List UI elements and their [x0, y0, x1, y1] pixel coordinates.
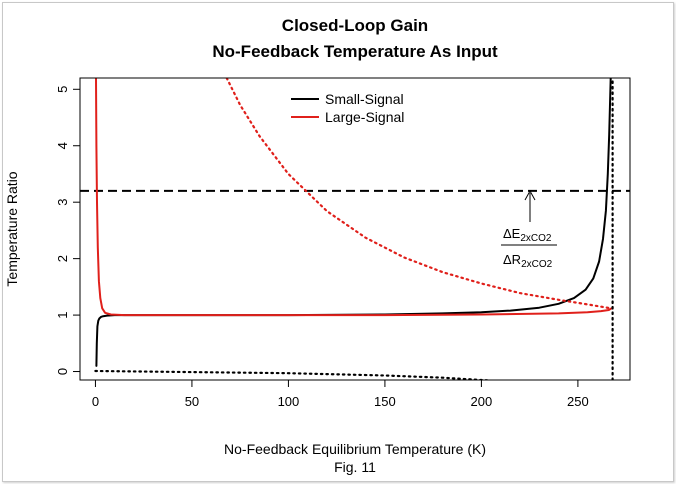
- delta-ratio-annotation: ΔE2xCO2 ΔR2xCO2: [501, 189, 557, 270]
- y-tick-label: 1: [55, 311, 70, 318]
- x-tick-label: 200: [471, 394, 493, 409]
- annotation-numerator: ΔE2xCO2: [503, 226, 552, 244]
- axes-ticks: 0 50 100 150 200 250 0 1 2 3 4 5: [55, 86, 589, 409]
- legend: Small-Signal Large-Signal: [291, 91, 404, 125]
- series-small-signal: [95, 78, 612, 367]
- y-tick-label: 0: [55, 368, 70, 375]
- series-large-signal-dotted: [225, 78, 612, 310]
- plot-box: [79, 77, 631, 381]
- y-tick-label: 2: [55, 255, 70, 262]
- chart-title-line1: Closed-Loop Gain: [282, 16, 428, 35]
- x-tick-label: 100: [278, 394, 300, 409]
- y-tick-label: 3: [55, 199, 70, 206]
- legend-label-large-signal: Large-Signal: [325, 109, 404, 125]
- chart-title-line2: No-Feedback Temperature As Input: [212, 42, 498, 61]
- y-tick-label: 4: [55, 142, 70, 149]
- annotation-arrow-head: [524, 189, 536, 201]
- annotation-denominator-subscript: 2xCO2: [521, 259, 553, 270]
- x-tick-label: 150: [374, 394, 396, 409]
- annotation-denominator: ΔR2xCO2: [503, 252, 553, 270]
- figure-caption: Fig. 11: [334, 459, 376, 475]
- x-tick-label: 50: [185, 394, 199, 409]
- annotation-denominator-symbol: ΔR: [503, 252, 521, 267]
- x-tick-label: 250: [567, 394, 589, 409]
- legend-label-small-signal: Small-Signal: [325, 91, 404, 107]
- series-large-signal: [95, 78, 613, 317]
- x-tick-label: 0: [92, 394, 99, 409]
- y-tick-label: 5: [55, 86, 70, 93]
- annotation-numerator-symbol: ΔE: [503, 226, 521, 241]
- series-layer: [80, 78, 630, 380]
- x-axis-label: No-Feedback Equilibrium Temperature (K): [224, 441, 486, 457]
- y-axis-label: Temperature Ratio: [4, 171, 20, 286]
- annotation-numerator-subscript: 2xCO2: [520, 233, 552, 244]
